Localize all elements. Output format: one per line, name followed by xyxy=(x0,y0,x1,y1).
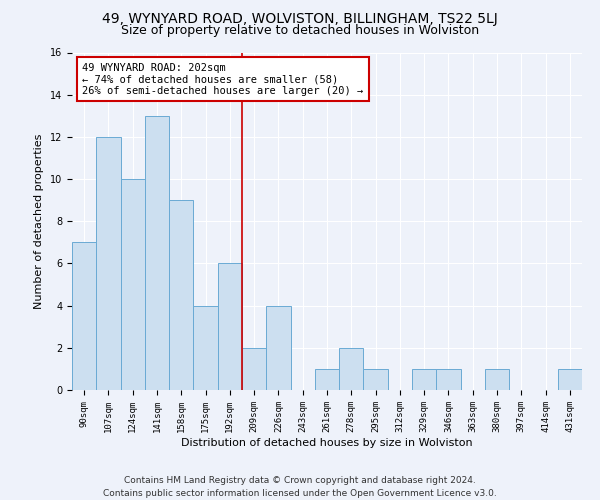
Bar xyxy=(412,369,436,390)
Y-axis label: Number of detached properties: Number of detached properties xyxy=(34,134,44,309)
Bar xyxy=(193,306,218,390)
Bar xyxy=(315,369,339,390)
X-axis label: Distribution of detached houses by size in Wolviston: Distribution of detached houses by size … xyxy=(181,438,473,448)
Bar xyxy=(242,348,266,390)
Bar xyxy=(558,369,582,390)
Text: 49, WYNYARD ROAD, WOLVISTON, BILLINGHAM, TS22 5LJ: 49, WYNYARD ROAD, WOLVISTON, BILLINGHAM,… xyxy=(102,12,498,26)
Bar xyxy=(96,137,121,390)
Bar xyxy=(169,200,193,390)
Bar xyxy=(145,116,169,390)
Bar xyxy=(436,369,461,390)
Bar xyxy=(266,306,290,390)
Bar xyxy=(364,369,388,390)
Text: Size of property relative to detached houses in Wolviston: Size of property relative to detached ho… xyxy=(121,24,479,37)
Bar xyxy=(72,242,96,390)
Bar xyxy=(121,179,145,390)
Bar xyxy=(485,369,509,390)
Text: Contains HM Land Registry data © Crown copyright and database right 2024.
Contai: Contains HM Land Registry data © Crown c… xyxy=(103,476,497,498)
Text: 49 WYNYARD ROAD: 202sqm
← 74% of detached houses are smaller (58)
26% of semi-de: 49 WYNYARD ROAD: 202sqm ← 74% of detache… xyxy=(82,62,364,96)
Bar xyxy=(339,348,364,390)
Bar xyxy=(218,264,242,390)
